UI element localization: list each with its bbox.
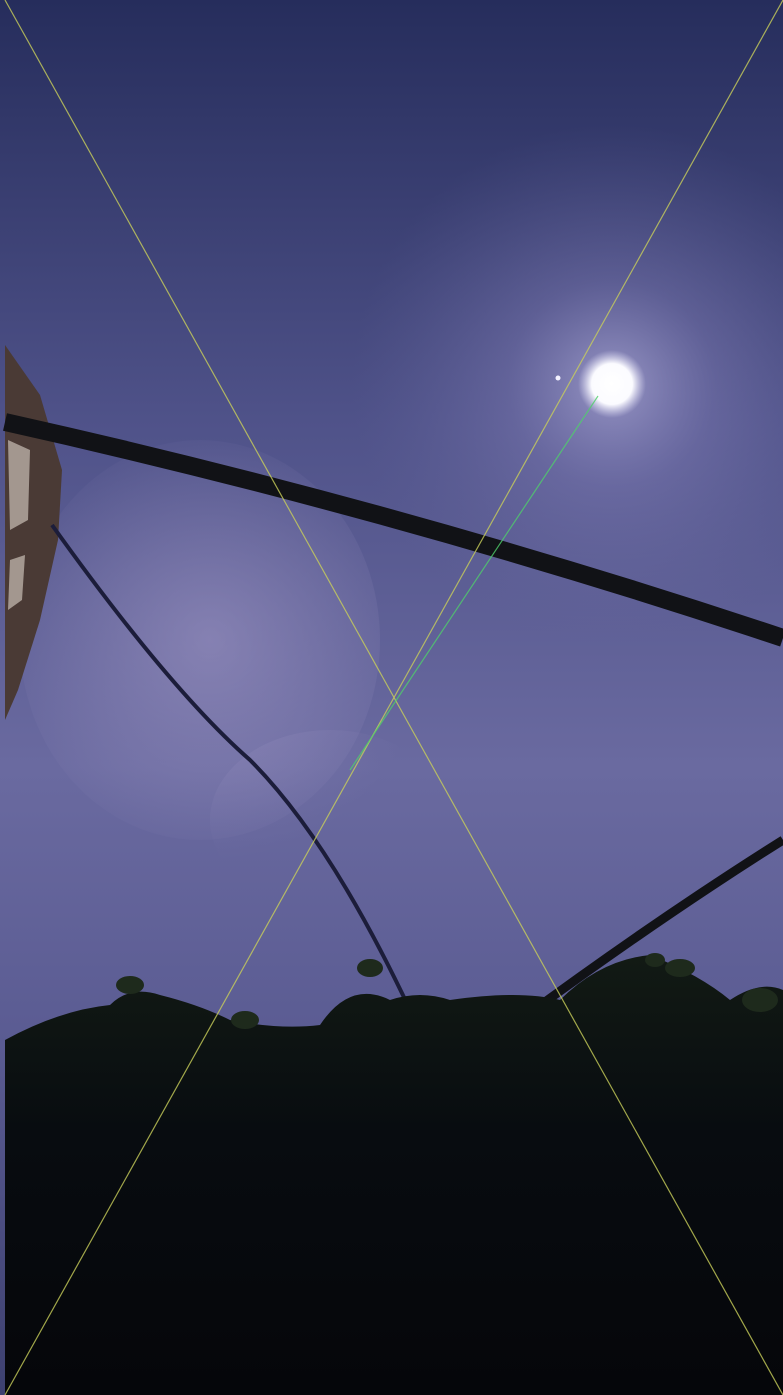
- moon: [578, 350, 646, 418]
- foliage: [5, 955, 783, 1395]
- page: (() => { const data = JSON.parse(documen…: [0, 0, 783, 1395]
- star: [556, 376, 561, 381]
- photo: [0, 0, 783, 1395]
